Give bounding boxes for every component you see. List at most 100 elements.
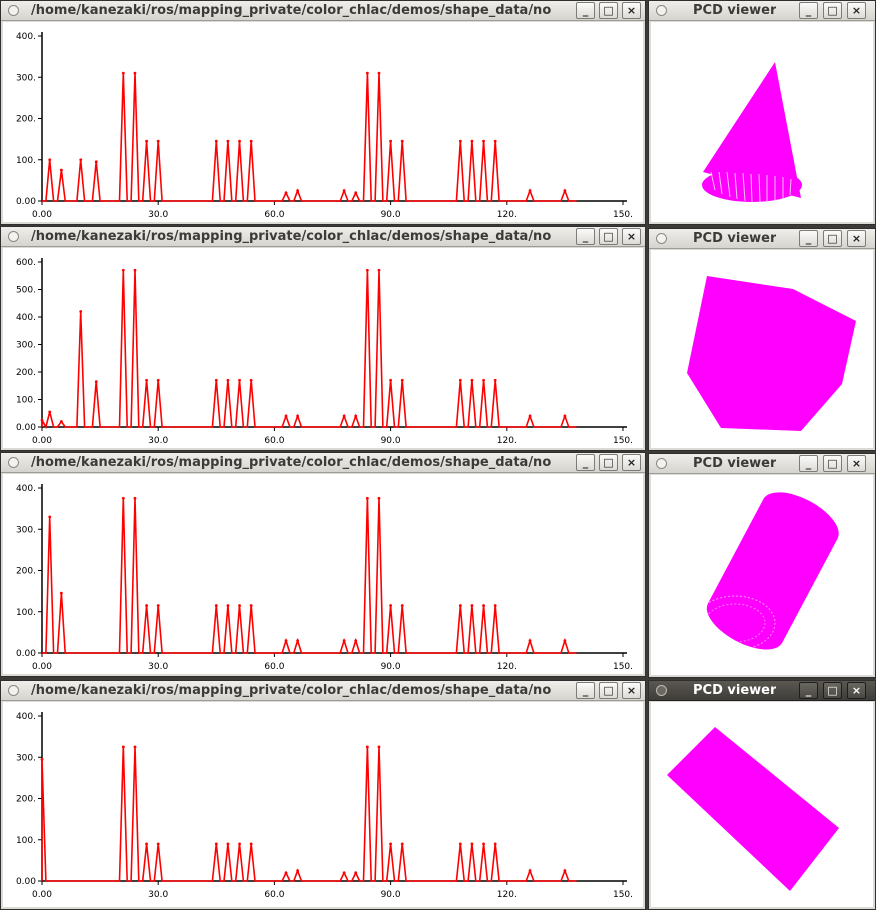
- maximize-button[interactable]: □: [599, 228, 618, 245]
- histogram-peak-point: [40, 418, 44, 422]
- window-menu-icon[interactable]: [8, 231, 19, 242]
- window-title: /home/kanezaki/ros/mapping_private/color…: [31, 683, 552, 698]
- pcd-viewer-window[interactable]: PCD viewer _ □ ×: [648, 0, 876, 225]
- window-title: /home/kanezaki/ros/mapping_private/color…: [31, 229, 552, 244]
- y-tick-label: 100.: [16, 608, 36, 618]
- x-tick-label: 150.: [613, 890, 633, 900]
- window-menu-icon[interactable]: [8, 685, 19, 696]
- minimize-button[interactable]: _: [799, 455, 818, 472]
- close-button[interactable]: ×: [847, 682, 866, 699]
- histogram-peak-point: [528, 189, 532, 193]
- x-tick-label: 120.: [497, 210, 517, 220]
- window-titlebar[interactable]: /home/kanezaki/ros/mapping_private/color…: [1, 1, 645, 21]
- histogram-peak-point: [121, 496, 125, 500]
- histogram-peak-point: [528, 639, 532, 643]
- histogram-peak-point: [214, 378, 218, 382]
- histogram-peak-point: [458, 378, 462, 382]
- histogram-peak-point: [458, 139, 462, 143]
- histogram-peak-point: [145, 604, 148, 607]
- window-titlebar[interactable]: PCD viewer _ □ ×: [649, 229, 875, 249]
- cone-icon: [702, 62, 802, 203]
- histogram-window[interactable]: /home/kanezaki/ros/mapping_private/color…: [0, 0, 646, 225]
- window-menu-icon[interactable]: [656, 685, 667, 696]
- pcd-canvas[interactable]: [651, 475, 873, 675]
- histogram-peak-point: [238, 842, 241, 846]
- histogram-peak-point: [365, 268, 369, 272]
- histogram-peak-point: [226, 139, 230, 143]
- minimize-button[interactable]: _: [576, 454, 595, 471]
- x-tick-label: 90.0: [381, 210, 401, 220]
- window-titlebar[interactable]: PCD viewer _ □ ×: [649, 454, 875, 474]
- histogram-peak-point: [145, 842, 148, 846]
- histogram-peak-point: [133, 71, 137, 75]
- histogram-peak-point: [342, 871, 346, 875]
- histogram-chart: 0.00 100. 200. 300. 400. 0.00 30.0 60.0 90.0 120.…: [16, 484, 633, 672]
- histogram-peak-point: [377, 745, 381, 749]
- plane-icon: [667, 727, 839, 891]
- maximize-button[interactable]: □: [599, 682, 618, 699]
- maximize-button[interactable]: □: [599, 454, 618, 471]
- histogram-series-line: [41, 746, 577, 882]
- x-tick-label: 30.0: [148, 890, 168, 900]
- x-tick-label: 0.00: [32, 890, 52, 900]
- pcd-canvas[interactable]: [651, 250, 873, 448]
- histogram-peak-point: [238, 604, 241, 607]
- close-button[interactable]: ×: [847, 230, 866, 247]
- histogram-peak-point: [377, 496, 381, 500]
- pcd-viewer-window[interactable]: PCD viewer _ □ ×: [648, 228, 876, 451]
- window-menu-icon[interactable]: [8, 457, 19, 468]
- window-titlebar[interactable]: /home/kanezaki/ros/mapping_private/color…: [1, 681, 645, 701]
- minimize-button[interactable]: _: [799, 682, 818, 699]
- minimize-button[interactable]: _: [576, 2, 595, 19]
- close-button[interactable]: ×: [622, 682, 641, 699]
- y-tick-label: 0.00: [16, 649, 36, 659]
- histogram-peak-point: [284, 871, 288, 875]
- close-button[interactable]: ×: [622, 454, 641, 471]
- histogram-peak-point: [493, 604, 497, 607]
- window-menu-icon[interactable]: [656, 458, 667, 469]
- histogram-peak-point: [365, 71, 369, 75]
- histogram-peak-point: [48, 515, 52, 519]
- close-button[interactable]: ×: [622, 2, 641, 19]
- maximize-button[interactable]: □: [599, 2, 618, 19]
- pcd-viewer-window[interactable]: PCD viewer _ □ ×: [648, 453, 876, 678]
- close-button[interactable]: ×: [847, 2, 866, 19]
- pcd-viewer-window[interactable]: PCD viewer _ □ ×: [648, 680, 876, 910]
- window-titlebar[interactable]: /home/kanezaki/ros/mapping_private/color…: [1, 227, 645, 247]
- histogram-chart: 0.00 100. 200. 300. 400. 500. 600. 0.00 30.0 60.0…: [16, 258, 633, 446]
- histogram-peak-point: [238, 139, 241, 143]
- window-menu-icon[interactable]: [656, 5, 667, 16]
- x-tick-label: 90.0: [381, 890, 401, 900]
- window-titlebar[interactable]: PCD viewer _ □ ×: [649, 1, 875, 21]
- pcd-canvas[interactable]: [651, 22, 873, 222]
- histogram-window[interactable]: /home/kanezaki/ros/mapping_private/color…: [0, 680, 646, 910]
- histogram-window[interactable]: /home/kanezaki/ros/mapping_private/color…: [0, 452, 646, 677]
- window-titlebar[interactable]: /home/kanezaki/ros/mapping_private/color…: [1, 453, 645, 473]
- window-menu-icon[interactable]: [8, 5, 19, 16]
- close-button[interactable]: ×: [847, 455, 866, 472]
- maximize-button[interactable]: □: [823, 682, 842, 699]
- histogram-peak-point: [528, 869, 532, 873]
- maximize-button[interactable]: □: [823, 455, 842, 472]
- histogram-peak-point: [400, 378, 404, 382]
- x-tick-label: 60.0: [264, 890, 284, 900]
- histogram-peak-point: [470, 139, 474, 143]
- histogram-window[interactable]: /home/kanezaki/ros/mapping_private/color…: [0, 226, 646, 451]
- window-menu-icon[interactable]: [656, 233, 667, 244]
- pcd-canvas[interactable]: [651, 702, 873, 907]
- histogram-peak-point: [156, 604, 160, 607]
- minimize-button[interactable]: _: [576, 228, 595, 245]
- window-titlebar[interactable]: PCD viewer _ □ ×: [649, 681, 875, 701]
- maximize-button[interactable]: □: [823, 230, 842, 247]
- minimize-button[interactable]: _: [799, 230, 818, 247]
- minimize-button[interactable]: _: [576, 682, 595, 699]
- close-button[interactable]: ×: [622, 228, 641, 245]
- histogram-peak-point: [400, 139, 404, 143]
- histogram-peak-point: [121, 268, 125, 272]
- histogram-chart: 0.00 100. 200. 300. 400. 0.00 30.0 60.0 90.0 120.…: [16, 32, 633, 220]
- histogram-peak-point: [226, 604, 230, 607]
- maximize-button[interactable]: □: [823, 2, 842, 19]
- histogram-peak-point: [470, 604, 474, 607]
- minimize-button[interactable]: _: [799, 2, 818, 19]
- histogram-peak-point: [214, 139, 218, 143]
